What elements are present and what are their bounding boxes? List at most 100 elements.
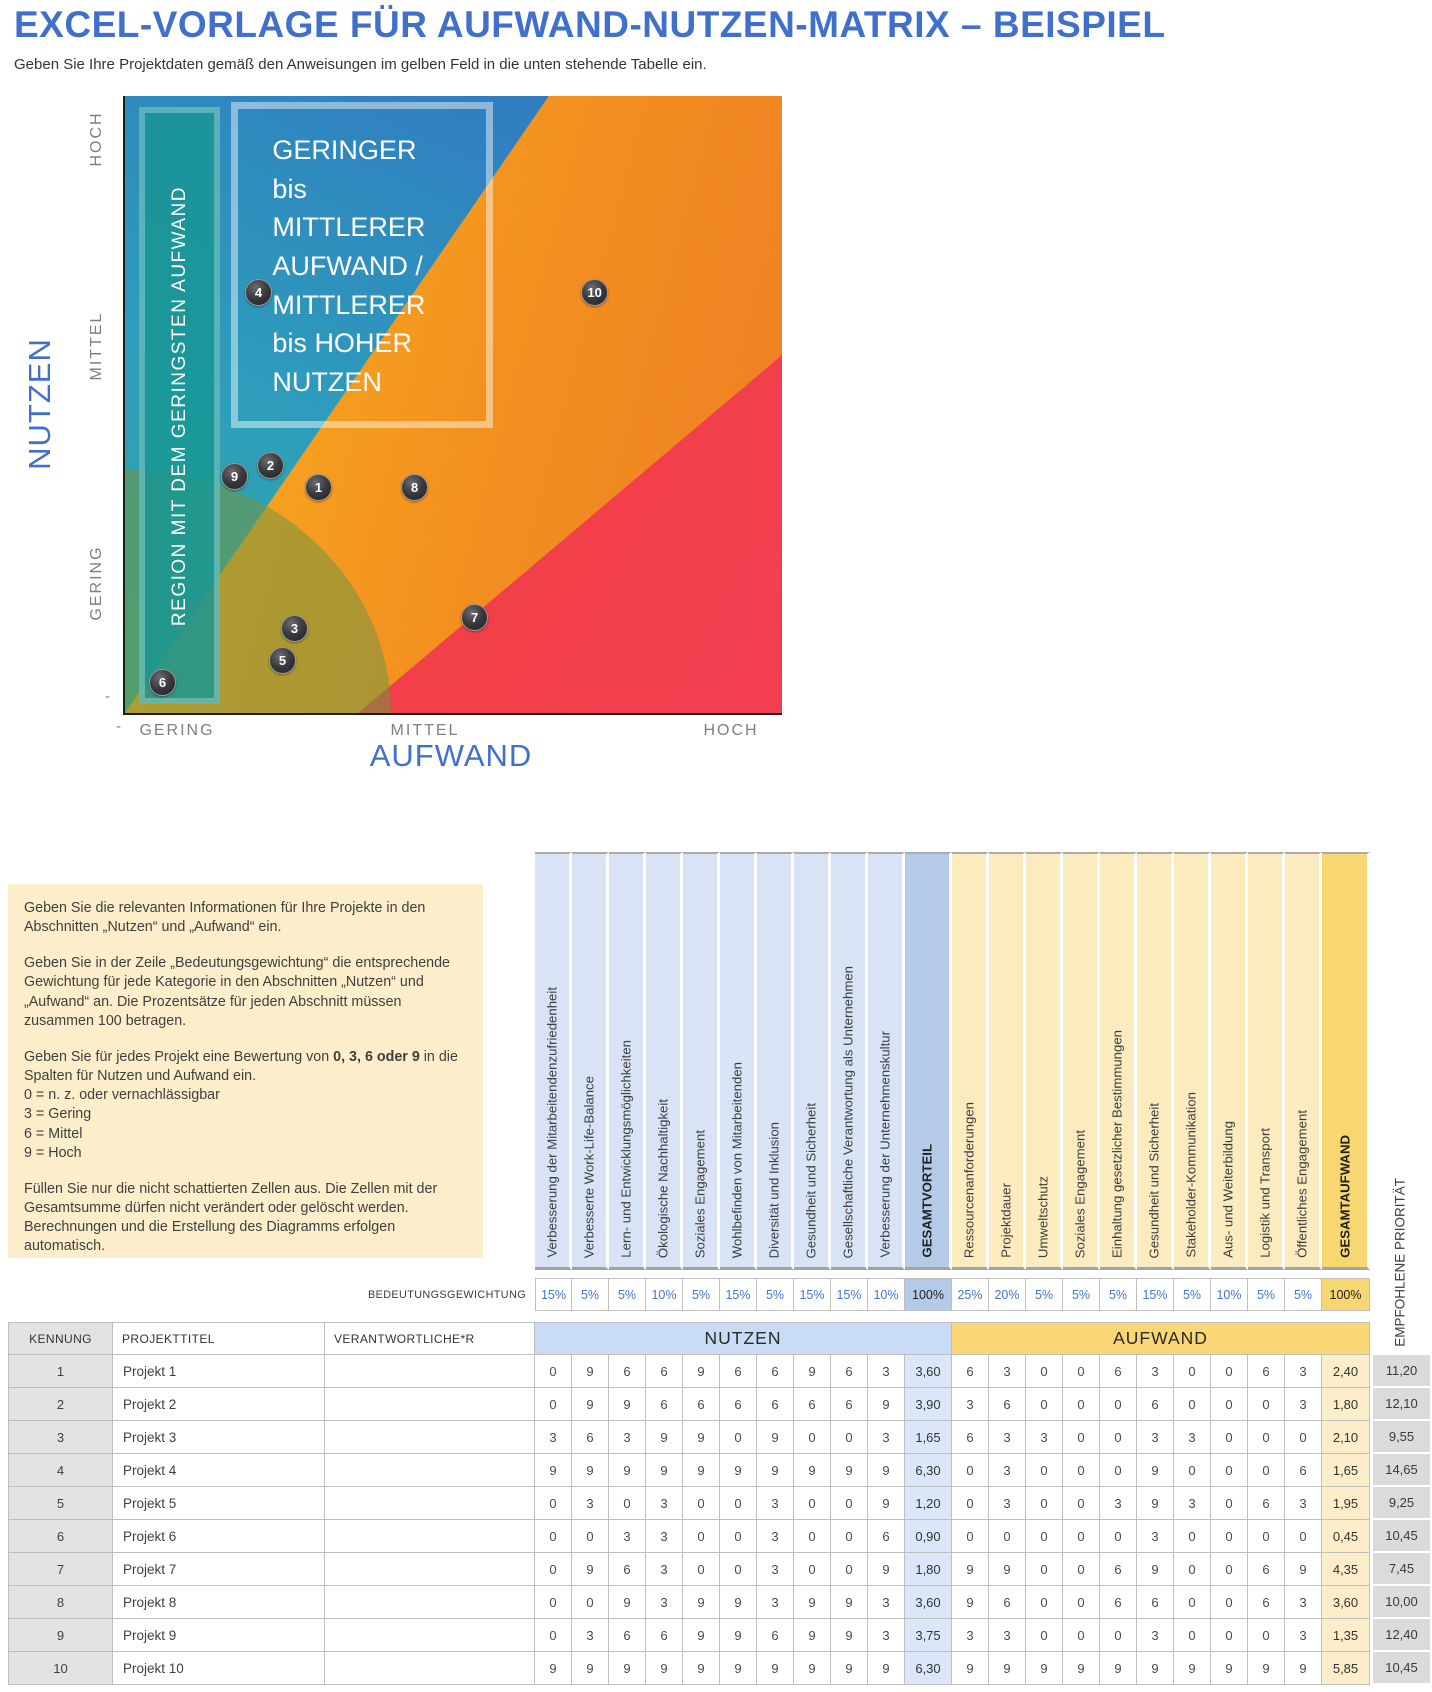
row-6-aufwand-8[interactable]: 0	[1211, 1520, 1248, 1553]
row-5-aufwand-9[interactable]: 6	[1248, 1487, 1285, 1520]
row-7-nutzen-6[interactable]: 0	[720, 1553, 757, 1586]
row-4-aufwand-4[interactable]: 0	[1063, 1454, 1100, 1487]
nutzen-weight-cell-2[interactable]: 5%	[572, 1278, 609, 1311]
row-3-aufwand-6[interactable]: 3	[1137, 1421, 1174, 1454]
row-6-nutzen-6[interactable]: 0	[720, 1520, 757, 1553]
row-5-nutzen-7[interactable]: 3	[757, 1487, 794, 1520]
row-2-nutzen-2[interactable]: 9	[572, 1388, 609, 1421]
row-4-aufwand-3[interactable]: 0	[1026, 1454, 1063, 1487]
row-4-nutzen-6[interactable]: 9	[720, 1454, 757, 1487]
row-8-nutzen-2[interactable]: 0	[572, 1586, 609, 1619]
row-3-aufwand-2[interactable]: 3	[989, 1421, 1026, 1454]
row-6-nutzen-7[interactable]: 3	[757, 1520, 794, 1553]
row-7-nutzen-2[interactable]: 9	[572, 1553, 609, 1586]
row-2-nutzen-7[interactable]: 6	[757, 1388, 794, 1421]
row-7-verantwortlicher[interactable]	[325, 1553, 535, 1586]
row-6-projekttitel[interactable]: Projekt 6	[113, 1520, 325, 1553]
row-9-aufwand-5[interactable]: 0	[1100, 1619, 1137, 1652]
row-1-aufwand-10[interactable]: 3	[1285, 1355, 1322, 1388]
row-4-aufwand-8[interactable]: 0	[1211, 1454, 1248, 1487]
row-2-aufwand-3[interactable]: 0	[1026, 1388, 1063, 1421]
row-8-aufwand-1[interactable]: 9	[952, 1586, 989, 1619]
row-8-aufwand-10[interactable]: 3	[1285, 1586, 1322, 1619]
row-8-aufwand-2[interactable]: 6	[989, 1586, 1026, 1619]
row-4-nutzen-2[interactable]: 9	[572, 1454, 609, 1487]
row-3-nutzen-1[interactable]: 3	[535, 1421, 572, 1454]
row-9-projekttitel[interactable]: Projekt 9	[113, 1619, 325, 1652]
row-4-aufwand-10[interactable]: 6	[1285, 1454, 1322, 1487]
row-10-nutzen-4[interactable]: 9	[646, 1652, 683, 1685]
row-1-nutzen-3[interactable]: 6	[609, 1355, 646, 1388]
row-9-nutzen-6[interactable]: 9	[720, 1619, 757, 1652]
row-6-nutzen-9[interactable]: 0	[831, 1520, 868, 1553]
row-8-aufwand-3[interactable]: 0	[1026, 1586, 1063, 1619]
row-2-aufwand-7[interactable]: 0	[1174, 1388, 1211, 1421]
row-6-aufwand-5[interactable]: 0	[1100, 1520, 1137, 1553]
row-7-aufwand-6[interactable]: 9	[1137, 1553, 1174, 1586]
row-8-nutzen-8[interactable]: 9	[794, 1586, 831, 1619]
row-9-nutzen-7[interactable]: 6	[757, 1619, 794, 1652]
aufwand-weight-cell-4[interactable]: 5%	[1063, 1278, 1100, 1311]
row-3-nutzen-10[interactable]: 3	[868, 1421, 905, 1454]
row-7-aufwand-3[interactable]: 0	[1026, 1553, 1063, 1586]
row-9-nutzen-5[interactable]: 9	[683, 1619, 720, 1652]
row-8-nutzen-6[interactable]: 9	[720, 1586, 757, 1619]
row-4-aufwand-5[interactable]: 0	[1100, 1454, 1137, 1487]
row-1-nutzen-10[interactable]: 3	[868, 1355, 905, 1388]
row-8-aufwand-9[interactable]: 6	[1248, 1586, 1285, 1619]
row-3-aufwand-8[interactable]: 0	[1211, 1421, 1248, 1454]
row-10-aufwand-7[interactable]: 9	[1174, 1652, 1211, 1685]
row-5-aufwand-6[interactable]: 9	[1137, 1487, 1174, 1520]
nutzen-weight-cell-1[interactable]: 15%	[535, 1278, 572, 1311]
row-5-nutzen-8[interactable]: 0	[794, 1487, 831, 1520]
row-1-aufwand-1[interactable]: 6	[952, 1355, 989, 1388]
row-3-aufwand-5[interactable]: 0	[1100, 1421, 1137, 1454]
row-8-projekttitel[interactable]: Projekt 8	[113, 1586, 325, 1619]
row-7-nutzen-7[interactable]: 3	[757, 1553, 794, 1586]
row-5-nutzen-6[interactable]: 0	[720, 1487, 757, 1520]
row-5-projekttitel[interactable]: Projekt 5	[113, 1487, 325, 1520]
row-5-nutzen-1[interactable]: 0	[535, 1487, 572, 1520]
aufwand-weight-cell-7[interactable]: 5%	[1174, 1278, 1211, 1311]
row-8-nutzen-9[interactable]: 9	[831, 1586, 868, 1619]
row-5-nutzen-5[interactable]: 0	[683, 1487, 720, 1520]
row-3-nutzen-7[interactable]: 9	[757, 1421, 794, 1454]
row-9-nutzen-1[interactable]: 0	[535, 1619, 572, 1652]
row-10-aufwand-8[interactable]: 9	[1211, 1652, 1248, 1685]
row-2-projekttitel[interactable]: Projekt 2	[113, 1388, 325, 1421]
row-6-nutzen-5[interactable]: 0	[683, 1520, 720, 1553]
row-10-aufwand-1[interactable]: 9	[952, 1652, 989, 1685]
row-7-aufwand-4[interactable]: 0	[1063, 1553, 1100, 1586]
row-9-nutzen-8[interactable]: 9	[794, 1619, 831, 1652]
row-9-nutzen-3[interactable]: 6	[609, 1619, 646, 1652]
row-10-nutzen-1[interactable]: 9	[535, 1652, 572, 1685]
row-3-aufwand-3[interactable]: 3	[1026, 1421, 1063, 1454]
row-9-nutzen-9[interactable]: 9	[831, 1619, 868, 1652]
row-4-nutzen-5[interactable]: 9	[683, 1454, 720, 1487]
row-2-aufwand-2[interactable]: 6	[989, 1388, 1026, 1421]
row-5-nutzen-9[interactable]: 0	[831, 1487, 868, 1520]
row-4-nutzen-3[interactable]: 9	[609, 1454, 646, 1487]
row-7-aufwand-5[interactable]: 6	[1100, 1553, 1137, 1586]
row-7-aufwand-8[interactable]: 0	[1211, 1553, 1248, 1586]
row-2-aufwand-1[interactable]: 3	[952, 1388, 989, 1421]
row-8-nutzen-4[interactable]: 3	[646, 1586, 683, 1619]
row-1-nutzen-9[interactable]: 6	[831, 1355, 868, 1388]
row-3-nutzen-9[interactable]: 0	[831, 1421, 868, 1454]
row-4-nutzen-1[interactable]: 9	[535, 1454, 572, 1487]
row-10-nutzen-2[interactable]: 9	[572, 1652, 609, 1685]
row-2-nutzen-1[interactable]: 0	[535, 1388, 572, 1421]
nutzen-weight-cell-3[interactable]: 5%	[609, 1278, 646, 1311]
row-10-nutzen-10[interactable]: 9	[868, 1652, 905, 1685]
row-5-aufwand-7[interactable]: 3	[1174, 1487, 1211, 1520]
row-1-aufwand-6[interactable]: 3	[1137, 1355, 1174, 1388]
row-1-nutzen-6[interactable]: 6	[720, 1355, 757, 1388]
row-2-aufwand-10[interactable]: 3	[1285, 1388, 1322, 1421]
nutzen-weight-cell-8[interactable]: 15%	[794, 1278, 831, 1311]
row-10-aufwand-3[interactable]: 9	[1026, 1652, 1063, 1685]
row-4-aufwand-6[interactable]: 9	[1137, 1454, 1174, 1487]
row-6-nutzen-1[interactable]: 0	[535, 1520, 572, 1553]
row-3-verantwortlicher[interactable]	[325, 1421, 535, 1454]
row-7-projekttitel[interactable]: Projekt 7	[113, 1553, 325, 1586]
row-8-aufwand-8[interactable]: 0	[1211, 1586, 1248, 1619]
